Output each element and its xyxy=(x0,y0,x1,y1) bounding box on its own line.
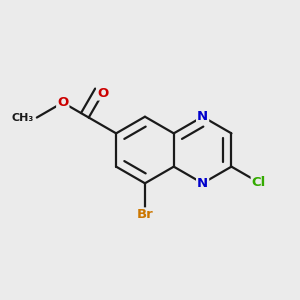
Text: O: O xyxy=(57,96,68,109)
Text: N: N xyxy=(197,177,208,190)
Text: N: N xyxy=(197,110,208,123)
Text: O: O xyxy=(97,86,109,100)
Text: Cl: Cl xyxy=(252,176,266,189)
Text: Br: Br xyxy=(136,208,153,221)
Text: CH₃: CH₃ xyxy=(12,112,34,122)
